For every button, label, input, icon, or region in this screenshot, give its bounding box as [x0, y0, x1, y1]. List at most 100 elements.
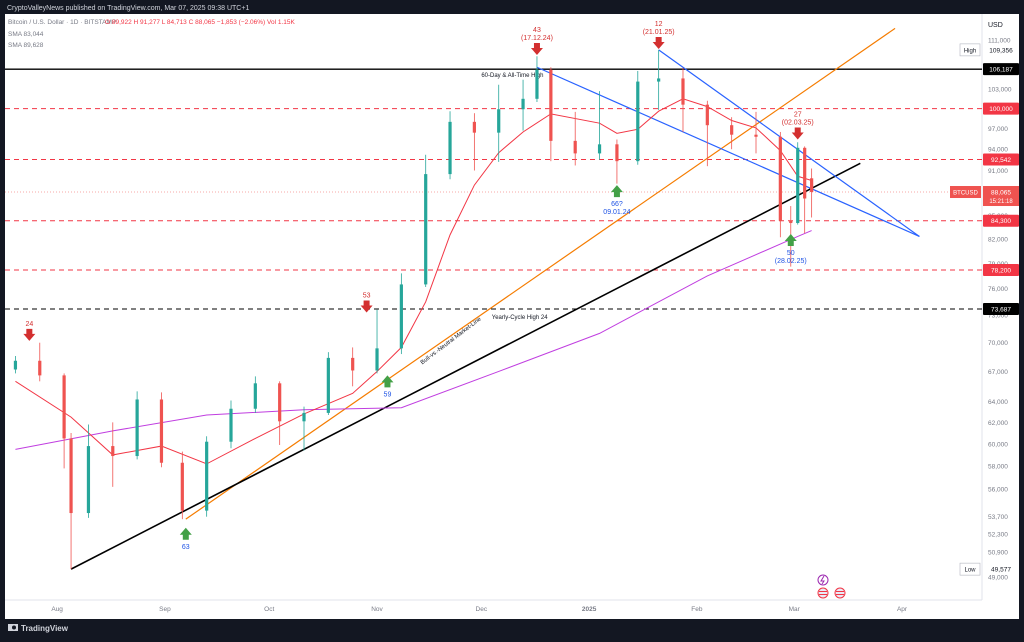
marker-count: 50: [787, 250, 795, 257]
price-tick-label: 52,300: [988, 532, 1008, 539]
price-level-note: 60-Day & All-Time High: [481, 73, 543, 79]
price-level-badge: [983, 263, 1019, 276]
candle-body: [497, 109, 501, 133]
lightning-event-icon[interactable]: [817, 574, 829, 586]
candle[interactable]: [13, 355, 18, 374]
time-tick-label: Feb: [691, 606, 703, 613]
candle-body: [803, 147, 807, 199]
candle[interactable]: [69, 433, 73, 570]
candle[interactable]: [86, 424, 91, 518]
up-arrow-icon: [381, 375, 394, 388]
candle[interactable]: [636, 70, 640, 165]
markers-layer: 24 63 53 59 43(17.12.24) 66?09.01.24 12(21.01.…: [23, 21, 814, 551]
candle-body: [62, 375, 66, 439]
price-tick-label: 53,700: [988, 514, 1008, 521]
candle[interactable]: [803, 146, 807, 234]
candle-body: [326, 357, 330, 413]
price-level-badge-label: 106,187: [989, 67, 1013, 74]
last-price-ticker: BTCUSD: [953, 191, 978, 197]
candle-body: [535, 69, 539, 99]
candle[interactable]: [399, 273, 403, 355]
candle[interactable]: [205, 436, 209, 517]
candle-body: [159, 399, 164, 463]
candle[interactable]: [549, 67, 553, 162]
candle[interactable]: [111, 422, 115, 487]
price-tick-label: 56,000: [988, 487, 1008, 494]
candle-body: [472, 121, 476, 133]
candle[interactable]: [375, 309, 379, 374]
last-price-badge: [983, 186, 1019, 207]
candle[interactable]: [135, 391, 139, 460]
down-arrow-icon: [23, 328, 36, 341]
candle[interactable]: [278, 381, 282, 445]
us-flag-event-icon[interactable]: [817, 587, 829, 599]
candle[interactable]: [796, 142, 800, 225]
price-tick-label: 49,000: [988, 574, 1008, 581]
candle[interactable]: [472, 113, 476, 171]
price-level-badge: [983, 63, 1019, 76]
time-tick-label: 2025: [582, 606, 597, 613]
marker-count: 12: [655, 21, 663, 28]
marker-date: (28.02.25): [775, 258, 807, 265]
marker-count: 66?: [611, 201, 623, 208]
price-tick-label: 50,900: [988, 549, 1008, 556]
published-line: CryptoValleyNews published on TradingVie…: [7, 5, 249, 12]
candle[interactable]: [351, 347, 355, 387]
candle-body: [549, 69, 553, 141]
trendline-channel-upper: [658, 49, 920, 237]
marker-date: (21.01.25): [643, 29, 675, 36]
candle[interactable]: [448, 111, 452, 180]
candle[interactable]: [62, 373, 66, 469]
trendline-black: [70, 162, 861, 570]
us-flag-event-icon-2[interactable]: [834, 587, 846, 599]
price-tick-label: 62,000: [988, 420, 1008, 427]
candle-body: [448, 121, 452, 175]
candle[interactable]: [657, 49, 661, 110]
candle-body: [573, 140, 577, 154]
candle-body: [351, 357, 355, 371]
price-tick-label: 73,000: [988, 313, 1008, 320]
candle[interactable]: [159, 392, 164, 468]
candle-body: [754, 134, 758, 137]
tradingview-brand: TradingView: [21, 624, 69, 633]
candle[interactable]: [810, 168, 814, 218]
candle[interactable]: [597, 91, 602, 160]
price-level-badge: [983, 303, 1019, 316]
currency-label: USD: [988, 22, 1003, 29]
price-level-badge-label: 78,200: [991, 267, 1011, 274]
candles-layer[interactable]: [13, 49, 814, 570]
candle[interactable]: [253, 376, 257, 413]
candle-body: [424, 174, 428, 285]
candle[interactable]: [705, 100, 709, 167]
axis-badge-tag: Low: [964, 568, 976, 574]
candle[interactable]: [424, 154, 428, 287]
price-level-badge-label: 84,300: [991, 218, 1011, 225]
candle[interactable]: [730, 117, 734, 150]
axis-badge-price: 109,356: [989, 47, 1013, 54]
candle[interactable]: [180, 451, 184, 520]
time-tick-label: Dec: [476, 606, 488, 613]
time-tick-label: Oct: [264, 606, 274, 613]
candle[interactable]: [302, 406, 306, 451]
candle-body: [229, 408, 233, 442]
candle[interactable]: [615, 139, 619, 184]
candle[interactable]: [535, 56, 539, 103]
candle[interactable]: [778, 131, 782, 238]
time-tick-label: Mar: [789, 606, 801, 613]
candle-body: [597, 144, 602, 154]
candle[interactable]: [754, 111, 758, 154]
candle[interactable]: [573, 111, 577, 166]
time-tick-label: Apr: [897, 606, 908, 613]
candle[interactable]: [326, 352, 330, 415]
price-level-note: Yearly-Cycle High 24: [492, 315, 548, 321]
candle[interactable]: [38, 342, 42, 382]
candle[interactable]: [229, 400, 233, 449]
candle[interactable]: [521, 79, 525, 131]
candle-body: [810, 178, 814, 193]
candle[interactable]: [497, 84, 501, 162]
candle-body: [399, 284, 403, 349]
candle[interactable]: [681, 67, 685, 132]
price-tick-label: 67,000: [988, 369, 1008, 376]
marker-count: 63: [182, 544, 190, 551]
